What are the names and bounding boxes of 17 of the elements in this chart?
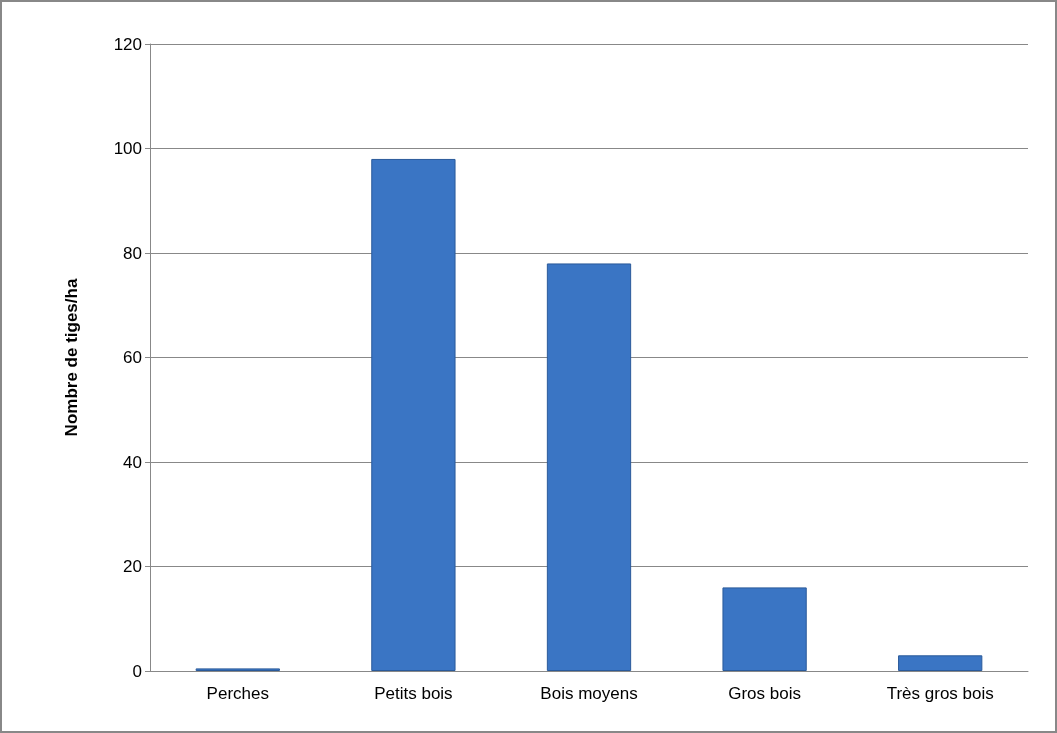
y-tick-label: 120 — [113, 34, 142, 54]
y-axis-title: Nombre de tiges/ha — [62, 278, 81, 437]
y-tick-label: 100 — [113, 139, 142, 158]
y-tick-label: 40 — [123, 452, 142, 472]
bar — [546, 263, 632, 671]
x-tick-label: Perches — [206, 684, 269, 703]
bar — [898, 655, 983, 671]
x-tick-label: Gros bois — [728, 684, 801, 703]
x-tick-label: Petits bois — [374, 684, 453, 703]
x-tick-label: Très gros bois — [886, 684, 994, 703]
x-tick-label: Bois moyens — [540, 684, 638, 703]
bar — [722, 587, 807, 671]
y-tick-label: 80 — [123, 243, 142, 263]
y-tick-label: 0 — [132, 661, 142, 681]
y-tick-label: 20 — [123, 557, 142, 576]
bar — [371, 158, 456, 671]
y-tick-label: 60 — [123, 348, 142, 367]
